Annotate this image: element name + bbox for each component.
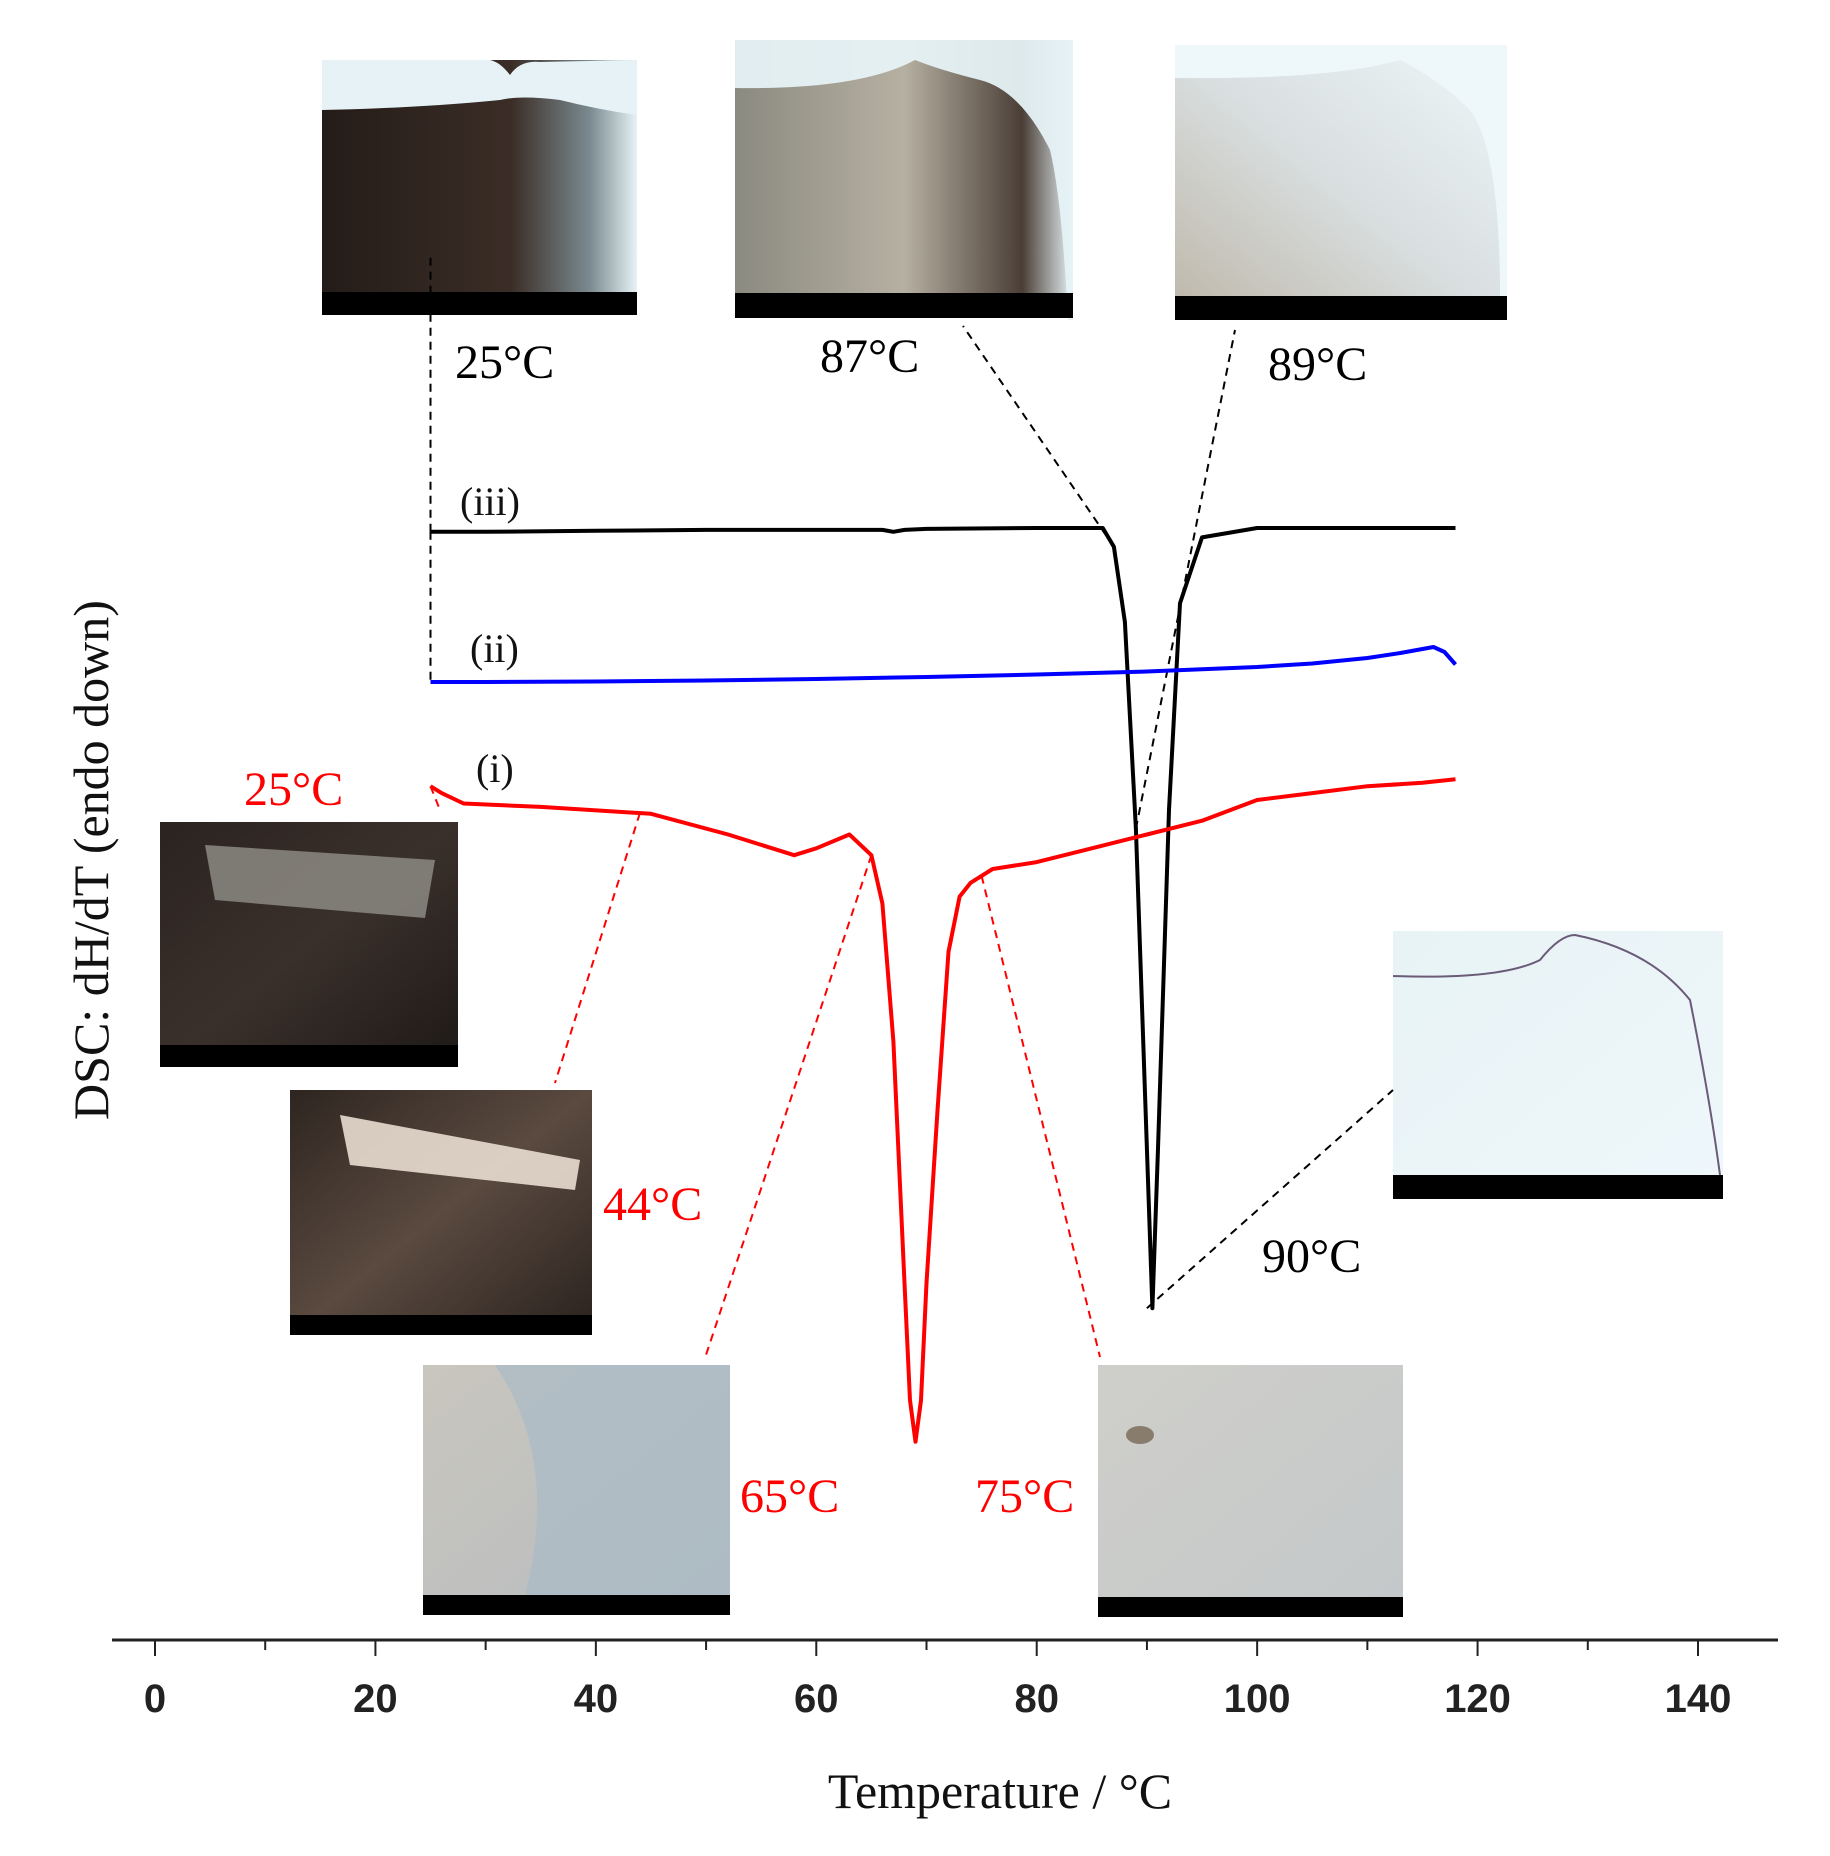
x-tick-label: 120 (1444, 1677, 1511, 1721)
micrograph-iii-87c (735, 40, 1073, 320)
series-line-ii (430, 645, 1458, 684)
x-tick-label: 140 (1665, 1677, 1732, 1721)
x-axis: 0 20 40 60 80 100 120 140 (112, 1638, 1778, 1721)
micrograph-iii-90c (1392, 931, 1723, 1199)
annotation-i-65c: 65°C (740, 1470, 839, 1523)
series-label-ii: (ii) (470, 626, 519, 671)
annotation-iii-25c: 25°C (455, 336, 554, 389)
series-label-i: (i) (476, 746, 514, 791)
x-tick-label: 20 (353, 1677, 398, 1721)
micrograph-iii-25c (322, 60, 637, 315)
x-tick-label: 100 (1224, 1677, 1291, 1721)
x-tick-label: 60 (794, 1677, 839, 1721)
x-tick-label: 0 (144, 1677, 166, 1721)
connector-lines (429, 255, 1394, 1359)
micrograph-i-44c (290, 1090, 592, 1335)
x-tick-label: 40 (574, 1677, 619, 1721)
series-line-i (429, 777, 1456, 1444)
micrograph-i-25c (160, 822, 458, 1067)
annotation-iii-90c: 90°C (1262, 1230, 1361, 1283)
connector-line (429, 785, 441, 811)
micrograph-i-65c (423, 1365, 730, 1615)
annotation-i-75c: 75°C (975, 1470, 1074, 1523)
connector-line (962, 325, 1115, 548)
x-tick-label: 80 (1014, 1677, 1059, 1721)
connector-line (1134, 329, 1236, 829)
connector-line (554, 812, 641, 1084)
annotation-iii-87c: 87°C (820, 330, 919, 383)
annotation-i-25c: 25°C (244, 763, 343, 816)
micrograph-iii-89c (1175, 45, 1507, 320)
dsc-curves (429, 526, 1458, 1444)
series-line-iii (430, 526, 1456, 1311)
series-label-iii: (iii) (460, 479, 520, 524)
micrograph-i-75c (1098, 1365, 1403, 1617)
connector-line (980, 875, 1101, 1358)
annotation-iii-89c: 89°C (1268, 338, 1367, 391)
annotation-i-44c: 44°C (603, 1178, 702, 1231)
y-axis-title: DSC: dH/dT (endo down) (63, 600, 119, 1120)
connector-line (704, 854, 873, 1359)
x-axis-title: Temperature / °C (828, 1763, 1172, 1819)
